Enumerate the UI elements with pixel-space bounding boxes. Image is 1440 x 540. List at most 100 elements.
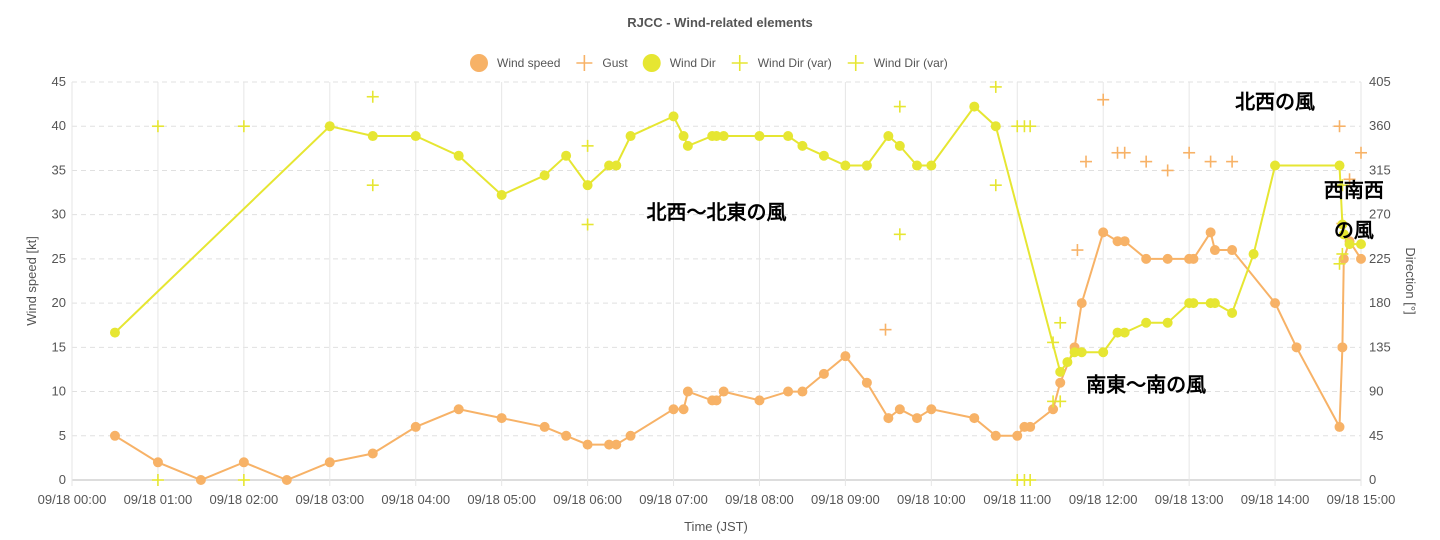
annotation-text: 西南西 [1324, 178, 1384, 202]
y-tick-label: 20 [52, 295, 66, 310]
legend-label: Gust [602, 56, 628, 70]
y-tick-label: 0 [59, 472, 66, 487]
data-point [1188, 253, 1199, 264]
y2-tick-label: 405 [1369, 74, 1391, 89]
legend-item-2: Wind Dir [642, 54, 716, 72]
data-point [324, 121, 335, 132]
annotation-text: 南東～南の風 [1086, 373, 1206, 397]
data-point [496, 190, 507, 201]
legend-swatch [470, 54, 488, 72]
data-point [410, 421, 421, 432]
x-tick-label: 09/18 15:00 [1327, 492, 1396, 507]
x-tick-label: 09/18 07:00 [639, 492, 708, 507]
data-point [990, 430, 1001, 441]
x-tick-label: 09/18 11:00 [983, 492, 1051, 507]
y2-tick-label: 180 [1369, 295, 1391, 310]
data-point [797, 140, 808, 151]
y2-tick-label: 315 [1369, 162, 1391, 177]
data-point [1337, 342, 1348, 353]
data-point [582, 439, 593, 450]
data-point [883, 413, 894, 424]
data-point [840, 351, 851, 362]
data-point [678, 404, 689, 415]
data-point [195, 475, 206, 485]
y-tick-label: 15 [52, 339, 66, 354]
data-point [1141, 317, 1152, 328]
legend-label: Wind Dir (var) [874, 56, 948, 70]
data-point [1334, 421, 1345, 432]
grid [71, 81, 1362, 486]
data-point [367, 448, 378, 459]
y2-tick-label: 270 [1369, 207, 1391, 222]
data-point [625, 430, 636, 441]
series-1 [879, 93, 1367, 336]
x-tick-label: 09/18 08:00 [725, 492, 794, 507]
data-point [894, 140, 905, 151]
legend-item-4: Wind Dir (var) [847, 55, 948, 71]
data-point [1188, 298, 1199, 309]
y-tick-label: 10 [52, 384, 66, 399]
data-point [109, 430, 120, 441]
data-point [582, 180, 593, 191]
data-point [1162, 317, 1173, 328]
x-tick-label: 09/18 13:00 [1155, 492, 1224, 507]
data-point [754, 131, 765, 142]
data-point [1209, 298, 1220, 309]
y2-tick-label: 360 [1369, 118, 1391, 133]
data-point [912, 413, 923, 424]
legend-label: Wind Dir [670, 56, 716, 70]
data-point [539, 170, 550, 181]
data-point [1055, 377, 1066, 388]
ticks: 0 5 10 15 20 25 30 35 40 45 0 45 90 135 180 225 270 315 36… [38, 74, 1396, 507]
data-point [496, 413, 507, 424]
data-point [990, 121, 1001, 132]
data-point [912, 160, 923, 171]
data-point [818, 368, 829, 379]
data-point [109, 327, 120, 338]
y-axis-title: Wind speed [kt] [24, 236, 39, 326]
data-point [668, 404, 679, 415]
y-tick-label: 40 [52, 118, 66, 133]
x-tick-label: 09/18 04:00 [381, 492, 450, 507]
chart-title: RJCC - Wind-related elements [627, 15, 813, 30]
data-point [783, 131, 794, 142]
x-tick-label: 09/18 09:00 [811, 492, 880, 507]
legend: Wind speed Gust Wind Dir Wind Dir (var) Wind… [470, 54, 948, 72]
data-point [1162, 253, 1173, 264]
data-point [539, 421, 550, 432]
data-point [1291, 342, 1302, 353]
data-point [367, 131, 378, 142]
data-point [1055, 366, 1066, 377]
x-tick-label: 09/18 01:00 [124, 492, 193, 507]
legend-label: Wind speed [497, 56, 560, 70]
series-layer [109, 80, 1367, 486]
x-tick-label: 09/18 12:00 [1069, 492, 1138, 507]
legend-item-3: Wind Dir (var) [731, 55, 832, 71]
data-point [1338, 253, 1349, 264]
data-point [1025, 421, 1036, 432]
x-tick-label: 09/18 00:00 [38, 492, 107, 507]
x-axis-title: Time (JST) [684, 519, 748, 534]
data-point [1119, 236, 1130, 247]
data-point [625, 131, 636, 142]
data-point [453, 404, 464, 415]
x-tick-label: 09/18 03:00 [295, 492, 364, 507]
data-point [238, 457, 249, 468]
y2-tick-label: 135 [1369, 339, 1391, 354]
data-point [453, 150, 464, 161]
series-line [114, 229, 1362, 482]
data-point [718, 131, 729, 142]
y2-tick-label: 45 [1369, 428, 1383, 443]
data-point [1227, 245, 1238, 256]
series-2 [109, 101, 1366, 377]
series-line [114, 105, 1361, 375]
data-point [1338, 229, 1349, 240]
data-point [1344, 239, 1355, 250]
annotation-text: 北西～北東の風 [647, 200, 787, 224]
y-tick-label: 30 [52, 207, 66, 222]
data-point [1209, 245, 1220, 256]
y-tick-label: 25 [52, 251, 66, 266]
annotation-text: 北西の風 [1235, 90, 1315, 114]
